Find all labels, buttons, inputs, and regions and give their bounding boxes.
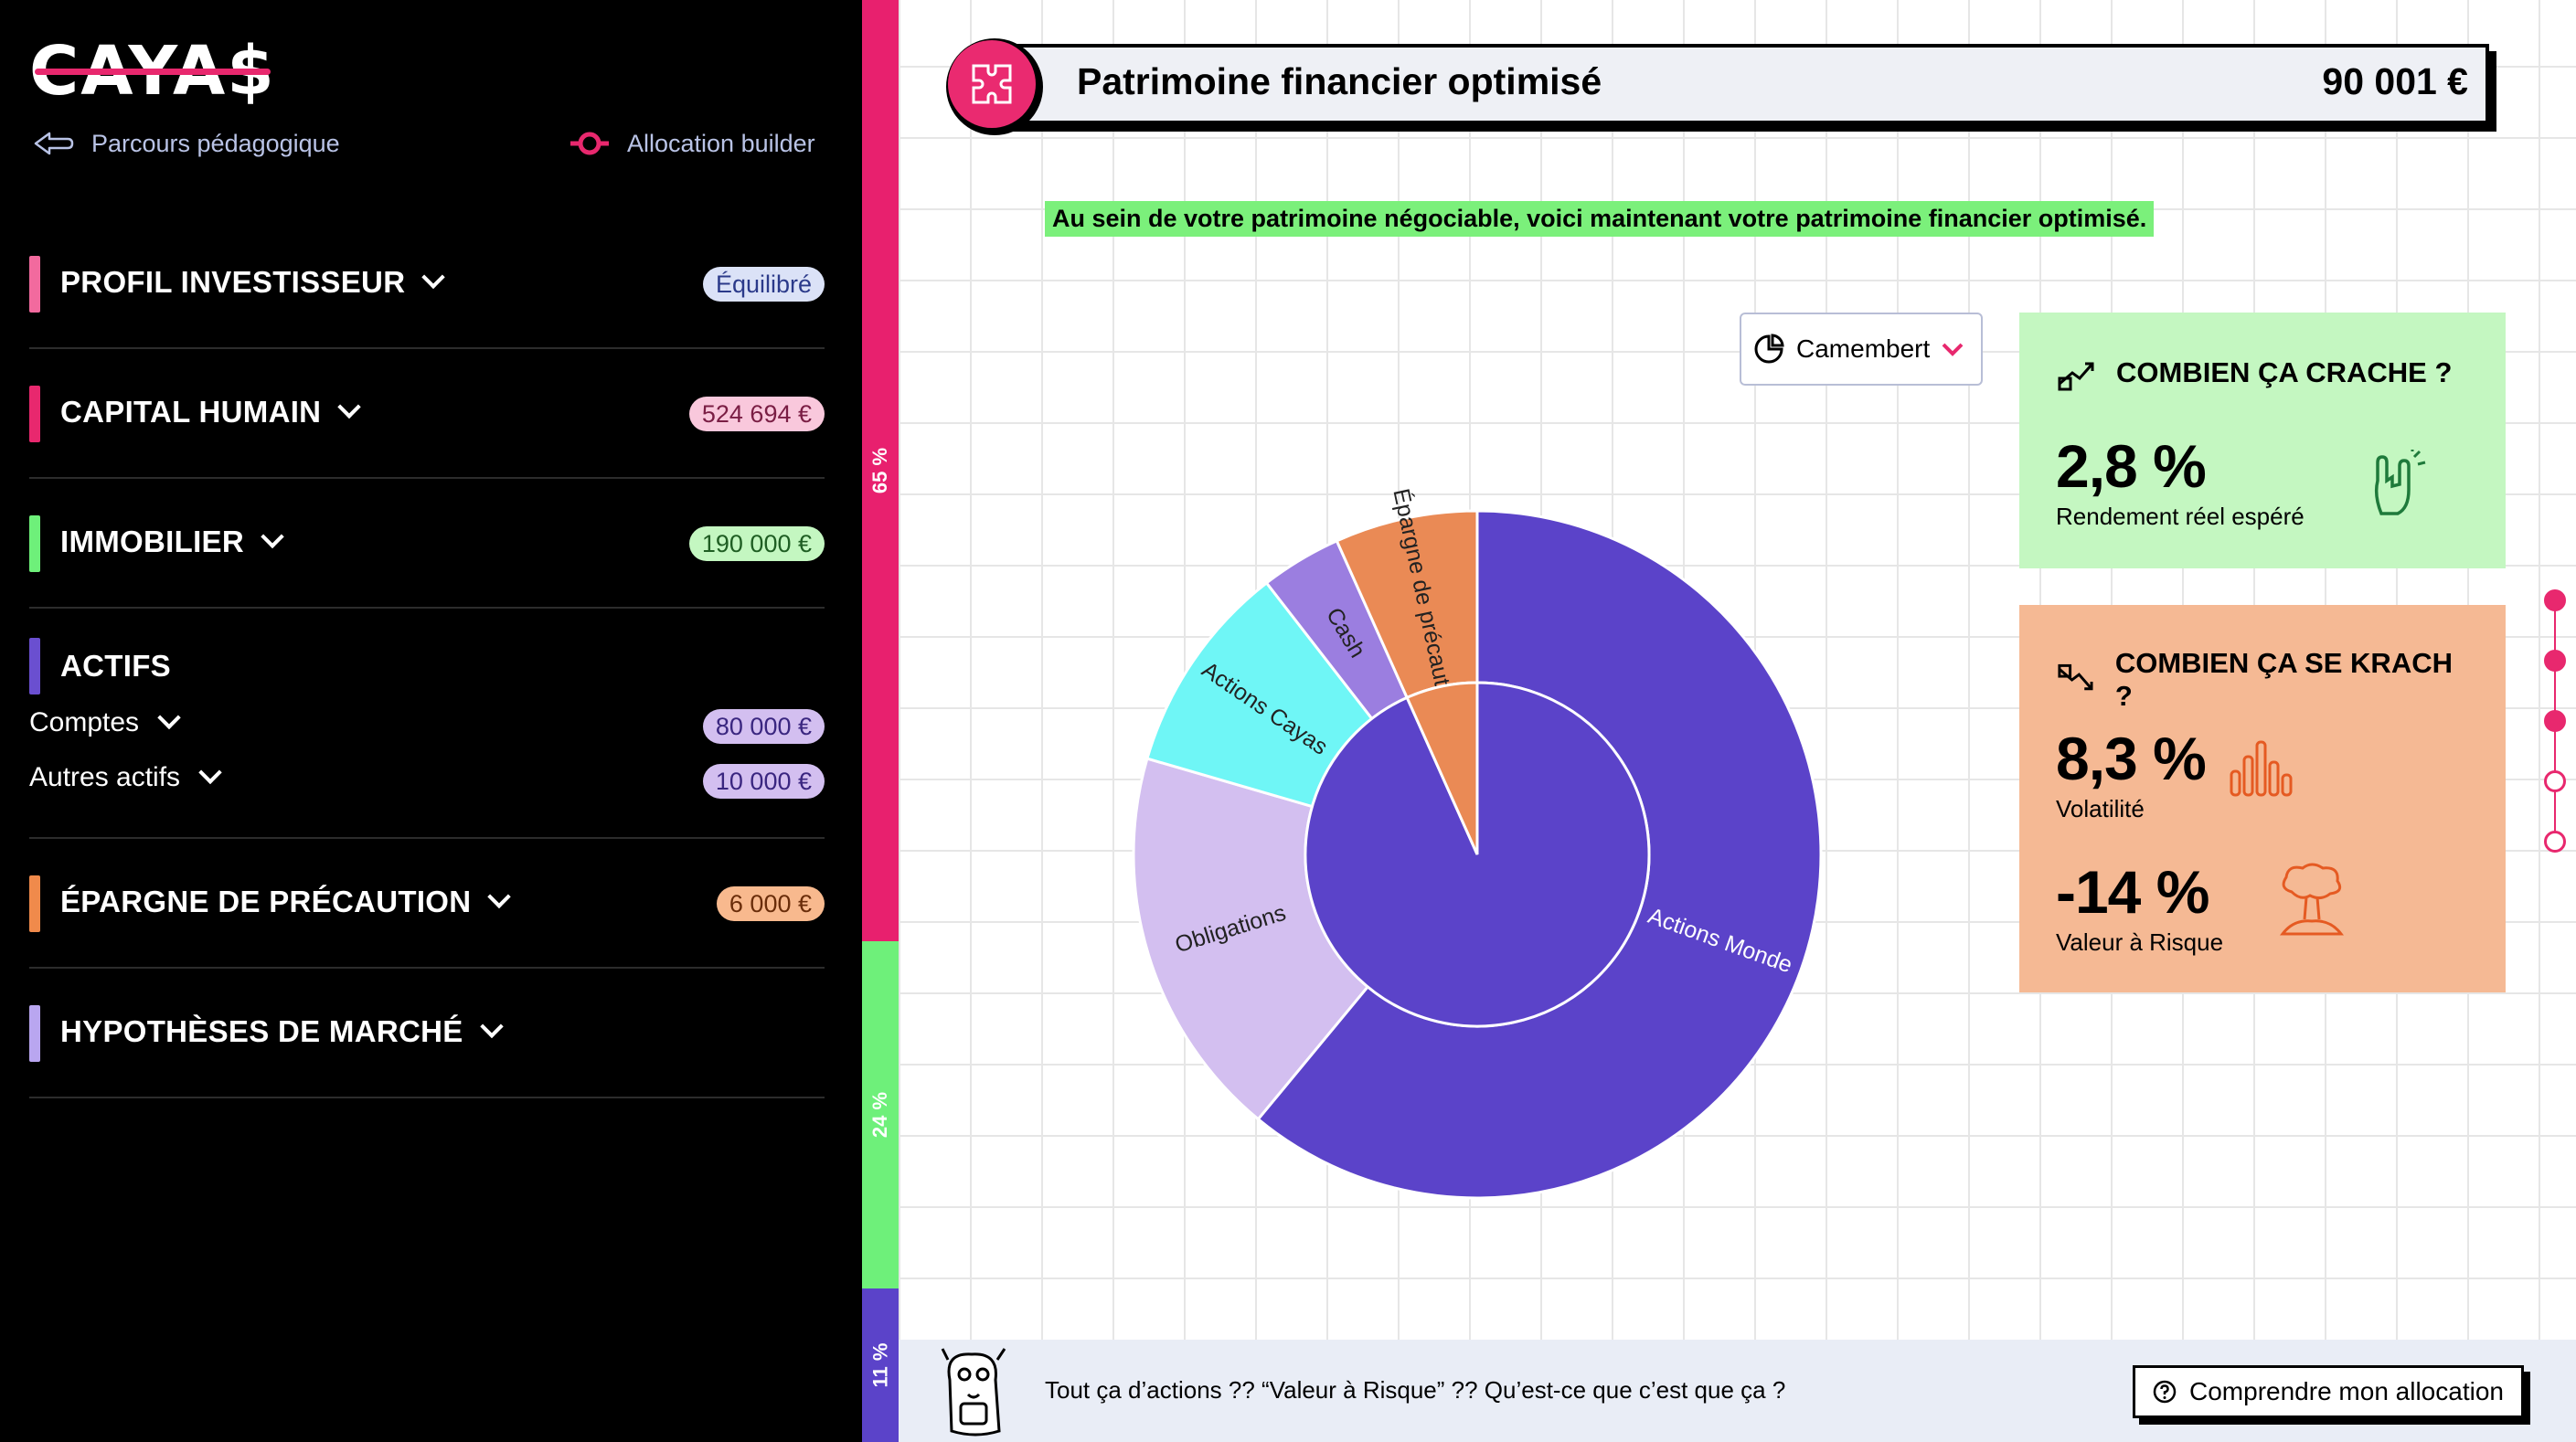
strip-label: 24 % xyxy=(868,1091,891,1139)
volatility-value: 8,3 % xyxy=(2056,725,2207,792)
hand-pointing-icon xyxy=(34,132,74,155)
section-color-bar xyxy=(29,1005,40,1062)
profile-badge: Équilibré xyxy=(702,267,825,302)
logo-strike xyxy=(35,69,271,75)
chevron-down-icon[interactable] xyxy=(487,885,512,909)
button-label: Comprendre mon allocation xyxy=(2189,1377,2504,1405)
card-title: COMBIEN ÇA SE KRACH ? xyxy=(2114,647,2453,712)
var-value: -14 % xyxy=(2056,858,2209,926)
trend-down-hand-icon xyxy=(2058,663,2093,691)
strip-label: 65 % xyxy=(868,447,891,494)
rock-hand-icon xyxy=(2374,450,2426,515)
section-capital-humain[interactable]: CAPITAL HUMAIN 524 694 € xyxy=(29,349,825,479)
epargne-badge: 6 000 € xyxy=(716,886,825,921)
card-combien-ca-crache: COMBIEN ÇA CRACHE ? 2,8 % Rendement réel… xyxy=(2019,313,2506,568)
explosion-icon xyxy=(2279,863,2345,936)
section-title: ACTIFS xyxy=(60,649,171,683)
immobilier-badge: 190 000 € xyxy=(688,526,825,561)
chart-type-value: Camembert xyxy=(1796,334,1931,363)
volatility-label: Volatilité xyxy=(2056,795,2145,822)
section-title: IMMOBILIER xyxy=(60,525,244,558)
chevron-down-icon[interactable] xyxy=(337,395,362,419)
nav-left-label: Parcours pédagogique xyxy=(91,129,340,157)
expected-return-label: Rendement réel espéré xyxy=(2056,503,2305,530)
step-dot-3[interactable] xyxy=(2544,710,2566,732)
var-label: Valeur à Risque xyxy=(2056,928,2224,956)
chevron-down-icon xyxy=(1942,343,1964,356)
chevron-down-icon[interactable] xyxy=(198,760,222,785)
strip-segment-financier: 11 % xyxy=(862,1288,899,1442)
row-autres-actifs[interactable]: Autres actifs xyxy=(29,760,222,793)
inner-slice-1[interactable] xyxy=(1405,681,1479,855)
section-color-bar xyxy=(29,875,40,932)
total-amount: 90 001 € xyxy=(2322,60,2468,102)
section-color-bar xyxy=(29,638,40,694)
sidebar: CAYA$ Parcours pédagogique Allocation bu… xyxy=(0,0,862,1442)
strip-segment-immobilier: 24 % xyxy=(862,941,899,1288)
chevron-down-icon[interactable] xyxy=(421,265,446,290)
section-color-bar xyxy=(29,256,40,313)
section-title: CAPITAL HUMAIN xyxy=(60,395,322,429)
trend-up-hand-icon xyxy=(2058,362,2094,391)
pie-chart-icon xyxy=(1754,334,1784,364)
row-comptes[interactable]: Comptes xyxy=(29,705,181,738)
nav-allocation-builder[interactable]: Allocation builder xyxy=(569,128,815,159)
nav-parcours-pedagogique[interactable]: Parcours pédagogique xyxy=(33,128,340,159)
card-combien-ca-se-krach: COMBIEN ÇA SE KRACH ? 8,3 % Volatilité -… xyxy=(2019,605,2506,992)
bar-chart-icon xyxy=(2230,740,2293,797)
footer-bar: Tout ça d’actions ?? “Valeur à Risque” ?… xyxy=(899,1340,2576,1442)
strip-segment-capital-humain: 65 % xyxy=(862,0,899,941)
card-title: COMBIEN ÇA CRACHE ? xyxy=(2116,356,2453,388)
section-color-bar xyxy=(29,515,40,572)
allocation-strip: 65 % 24 % 11 % xyxy=(862,0,899,1442)
expected-return-value: 2,8 % xyxy=(2056,432,2207,500)
page-title: Patrimoine financier optimisé xyxy=(1077,60,1602,102)
chart-type-select[interactable]: Camembert xyxy=(1740,313,1983,386)
section-title: HYPOTHÈSES DE MARCHÉ xyxy=(60,1014,463,1048)
toggle-icon xyxy=(570,132,609,155)
autres-actifs-badge: 10 000 € xyxy=(702,764,825,799)
help-icon xyxy=(2153,1380,2177,1404)
intro-text: Au sein de votre patrimoine négociable, … xyxy=(1045,201,2155,237)
section-title: PROFIL INVESTISSEUR xyxy=(60,265,406,299)
chevron-down-icon[interactable] xyxy=(261,525,284,549)
row-label: Autres actifs xyxy=(29,762,181,792)
section-hypotheses-marche[interactable]: HYPOTHÈSES DE MARCHÉ xyxy=(29,969,825,1098)
step-dot-1[interactable] xyxy=(2544,589,2566,611)
footer-question: Tout ça d’actions ?? “Valeur à Risque” ?… xyxy=(1045,1376,1786,1404)
section-profil-investisseur[interactable]: PROFIL INVESTISSEUR Équilibré xyxy=(29,238,825,349)
puzzle-icon xyxy=(946,38,1043,135)
nav-right-label: Allocation builder xyxy=(627,129,815,157)
section-actifs: ACTIFS Comptes 80 000 € Autres actifs 10… xyxy=(29,609,825,839)
capital-humain-badge: 524 694 € xyxy=(688,397,825,431)
row-label: Comptes xyxy=(29,707,140,737)
section-immobilier[interactable]: IMMOBILIER 190 000 € xyxy=(29,479,825,609)
chevron-down-icon[interactable] xyxy=(479,1014,504,1039)
step-dot-4[interactable] xyxy=(2544,770,2566,792)
comptes-badge: 80 000 € xyxy=(702,709,825,744)
step-dot-5[interactable] xyxy=(2544,831,2566,853)
section-color-bar xyxy=(29,386,40,442)
strip-label: 11 % xyxy=(868,1342,891,1388)
section-epargne-precaution[interactable]: ÉPARGNE DE PRÉCAUTION 6 000 € xyxy=(29,839,825,969)
chevron-down-icon[interactable] xyxy=(157,705,181,730)
section-title: ÉPARGNE DE PRÉCAUTION xyxy=(60,885,472,918)
step-dot-2[interactable] xyxy=(2544,650,2566,672)
comprendre-allocation-button[interactable]: Comprendre mon allocation xyxy=(2133,1365,2524,1418)
cayas-logo[interactable]: CAYA$ xyxy=(29,32,276,111)
main-panel: Patrimoine financier optimisé 90 001 € A… xyxy=(899,0,2576,1442)
mascot-icon xyxy=(941,1348,1006,1437)
